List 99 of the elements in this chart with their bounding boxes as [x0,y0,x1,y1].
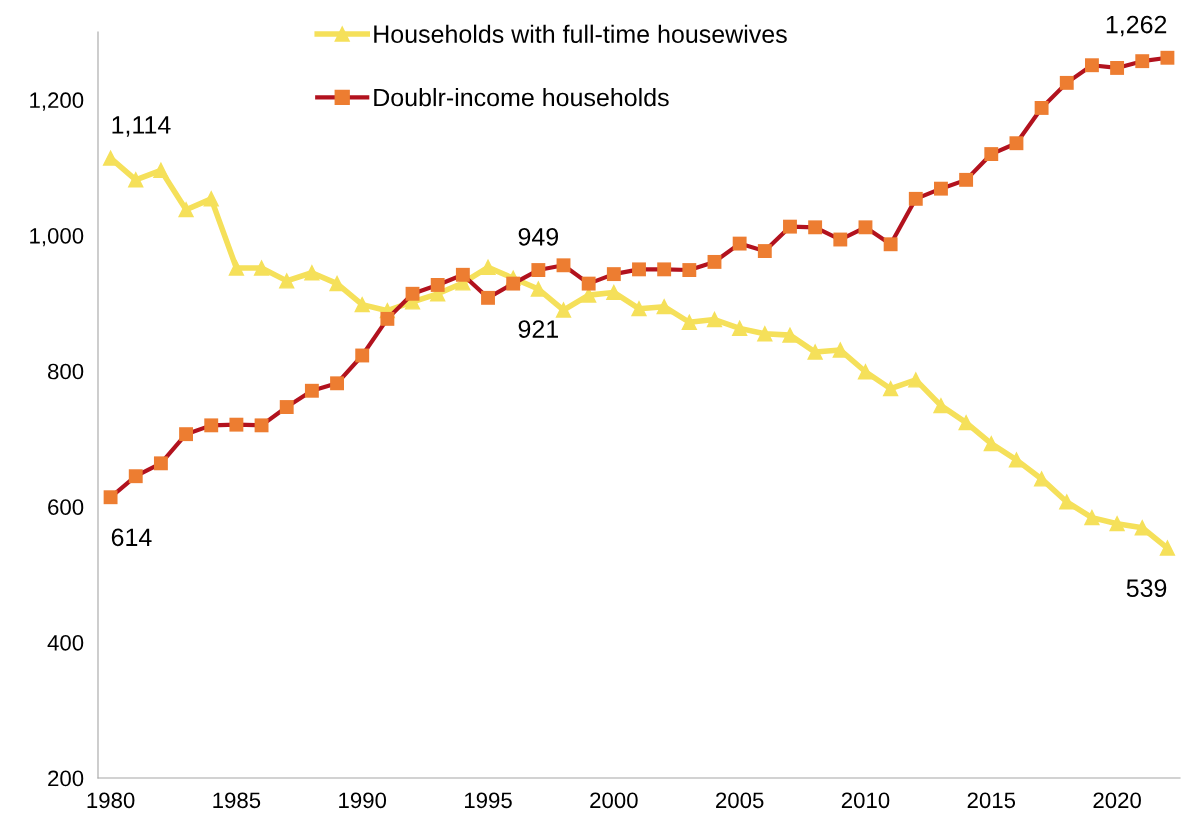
point [933,398,949,414]
point [355,348,370,363]
point [833,232,848,247]
point [304,265,320,281]
point [1034,101,1049,115]
point [1009,136,1024,151]
point [882,381,899,397]
point [757,326,773,342]
point [1084,509,1100,526]
point [506,276,521,291]
point [1059,75,1074,90]
point [531,263,546,277]
x-tick-label: 1985 [213,792,261,809]
point [631,301,647,317]
y-tick-label: 400 [47,634,84,651]
point [857,364,874,380]
y-tick-label: 200 [48,770,84,787]
point [179,427,194,442]
point [1135,54,1150,69]
point [983,436,999,452]
point [330,376,344,391]
point [203,191,219,207]
point [1134,520,1150,536]
point [656,299,672,315]
point [681,314,697,330]
point [783,219,797,234]
y-tick-label: 800 [48,363,84,380]
point [632,262,646,277]
point [1008,452,1025,468]
point [556,258,571,273]
x-tick-label: 2005 [716,792,764,809]
annotation: 614 [111,528,152,547]
x-tick-label: 1980 [87,792,135,809]
point [707,254,722,269]
point [481,290,495,305]
point [883,237,898,252]
point [1059,494,1075,510]
x-tick-label: 2020 [1093,792,1141,809]
point [808,220,823,235]
point [103,490,118,505]
x-tick-label: 2015 [967,792,1016,809]
point [1109,516,1125,532]
x-tick-label: 1995 [465,792,512,809]
x-tick-label: 2010 [841,792,890,809]
point [555,302,572,318]
point [934,181,948,196]
point [858,220,873,235]
point [128,469,143,484]
point [1159,540,1176,556]
y-tick-label: 1,000 [30,227,84,247]
point [657,262,672,277]
point [1160,50,1175,65]
point [380,311,395,326]
point [682,263,697,277]
annotation: 539 [1126,579,1167,598]
point [354,296,370,313]
point [253,260,270,276]
point [254,418,269,433]
point [606,284,622,301]
point [807,344,823,360]
point [581,276,596,291]
point [706,311,723,328]
annotation: 1,114 [112,116,171,137]
annotation: 921 [518,320,558,338]
point [959,172,974,187]
point [455,267,470,282]
point [480,259,496,275]
legend-label: Doublr-income households [374,87,669,107]
point [984,147,999,162]
y-tick-label: 600 [48,499,84,515]
point [128,172,144,188]
point [1084,58,1099,73]
point [153,456,168,471]
annotation: 1,262 [1106,15,1167,37]
point [405,286,420,301]
point [530,281,546,297]
x-tick-label: 2000 [590,792,638,809]
point [757,244,772,258]
point [229,417,244,432]
point [732,236,747,251]
point [279,273,295,289]
point [908,191,923,206]
point [279,400,294,414]
point [732,320,748,337]
point [782,327,798,343]
point [178,202,194,218]
point [1110,61,1125,75]
point [153,162,169,178]
point [606,267,621,282]
x-tick-label: 1990 [339,792,387,809]
point [958,414,974,431]
point [304,383,319,398]
legend-label: Households with full-time housewives [374,24,787,44]
point [228,260,245,276]
annotation: 949 [518,227,559,246]
point [204,418,219,433]
point [430,278,445,292]
y-tick-label: 1,200 [30,92,84,111]
point [329,275,345,292]
